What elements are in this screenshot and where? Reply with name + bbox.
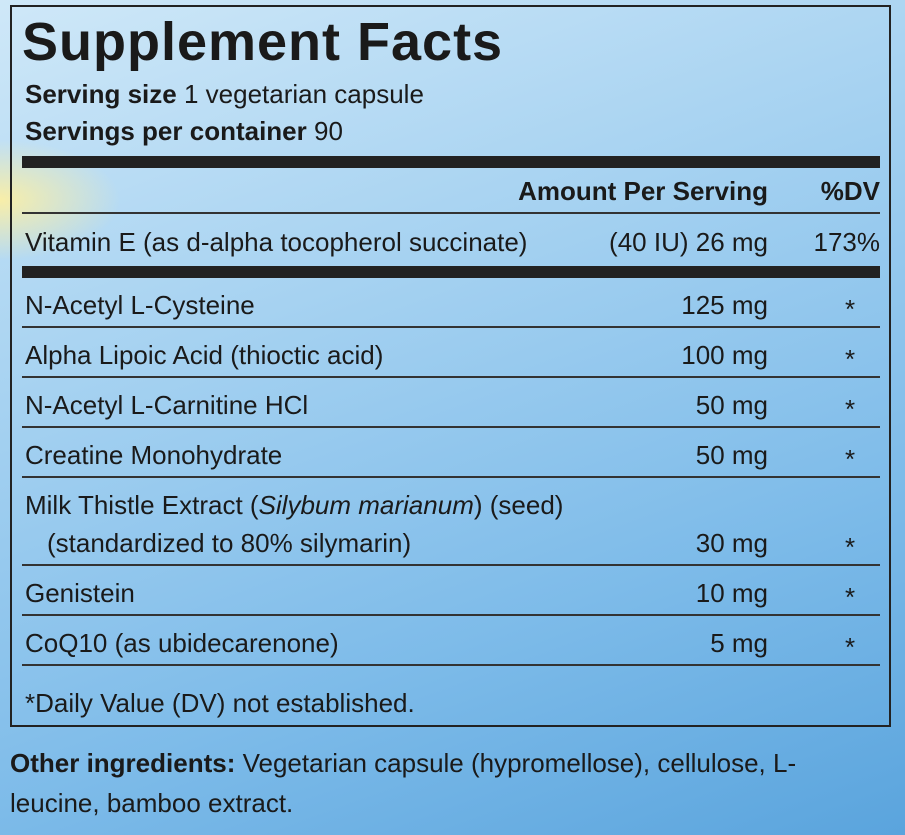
name-part: Alpha Lipoic Acid (thioctic acid) — [25, 340, 384, 370]
ingredient-name: N-Acetyl L-Cysteine — [25, 290, 255, 320]
name-part: Silybum marianum — [258, 490, 474, 520]
ingredient-name: Milk Thistle Extract (Silybum marianum) … — [25, 490, 563, 520]
ingredient-dv: * — [844, 532, 856, 562]
facts-panel — [10, 5, 891, 727]
label: Servings per container — [25, 116, 307, 146]
ingredient-name: CoQ10 (as ubidecarenone) — [25, 628, 339, 658]
divider — [22, 326, 880, 328]
title: Supplement Facts — [22, 12, 504, 72]
name-part: Creatine Monohydrate — [25, 440, 283, 470]
name-part: Genistein — [25, 578, 135, 608]
servings-per-container: Servings per container 90 — [25, 116, 343, 146]
footnote: *Daily Value (DV) not established. — [25, 688, 415, 718]
text: Vegetarian capsule (hypromellose), cellu… — [10, 748, 797, 818]
vitamin-name: Vitamin E (as d-alpha tocopherol succina… — [25, 227, 528, 257]
divider — [22, 664, 880, 666]
ingredient-amount: 5 mg — [710, 628, 768, 658]
divider — [22, 376, 880, 378]
name-part: N-Acetyl L-Cysteine — [25, 290, 255, 320]
divider — [22, 266, 880, 278]
name-part: ) (seed) — [473, 490, 564, 520]
ingredient-dv: * — [844, 632, 856, 662]
ingredient-subline: (standardized to 80% silymarin) — [47, 528, 412, 558]
ingredient-dv: * — [844, 444, 856, 474]
divider — [22, 156, 880, 168]
divider — [22, 476, 880, 478]
divider — [22, 212, 880, 214]
ingredient-dv: * — [844, 344, 856, 374]
ingredient-dv: * — [844, 582, 856, 612]
value: 90 — [314, 116, 343, 146]
name-part: Milk Thistle Extract ( — [25, 490, 259, 520]
divider — [22, 564, 880, 566]
name-part: CoQ10 (as ubidecarenone) — [25, 628, 339, 658]
ingredient-amount: 50 mg — [695, 390, 768, 420]
ingredient-amount: 125 mg — [681, 290, 768, 320]
label: Serving size — [25, 79, 177, 109]
label: Other ingredients: — [10, 748, 236, 778]
ingredient-amount: 100 mg — [681, 340, 768, 370]
ingredient-name: Alpha Lipoic Acid (thioctic acid) — [25, 340, 383, 370]
dv-header: %DV — [820, 176, 880, 206]
other-ingredients: Other ingredients: Vegetarian capsule (h… — [10, 743, 860, 823]
ingredient-name: Creatine Monohydrate — [25, 440, 282, 470]
value: 1 vegetarian capsule — [183, 79, 424, 109]
ingredient-name: N-Acetyl L-Carnitine HCl — [25, 390, 308, 420]
ingredient-amount: 30 mg — [695, 528, 768, 558]
ingredient-dv: * — [844, 394, 856, 424]
serving-size: Serving size 1 vegetarian capsule — [25, 79, 424, 109]
ingredient-dv: * — [844, 294, 856, 324]
divider — [22, 614, 880, 616]
divider — [22, 426, 880, 428]
vitamin-dv: 173% — [813, 227, 881, 257]
name-part: N-Acetyl L-Carnitine HCl — [25, 390, 309, 420]
ingredient-name: Genistein — [25, 578, 135, 608]
amount-header: Amount Per Serving — [518, 176, 768, 206]
vitamin-amount: (40 IU) 26 mg — [609, 227, 768, 257]
ingredient-amount: 50 mg — [695, 440, 768, 470]
ingredient-amount: 10 mg — [695, 578, 768, 608]
